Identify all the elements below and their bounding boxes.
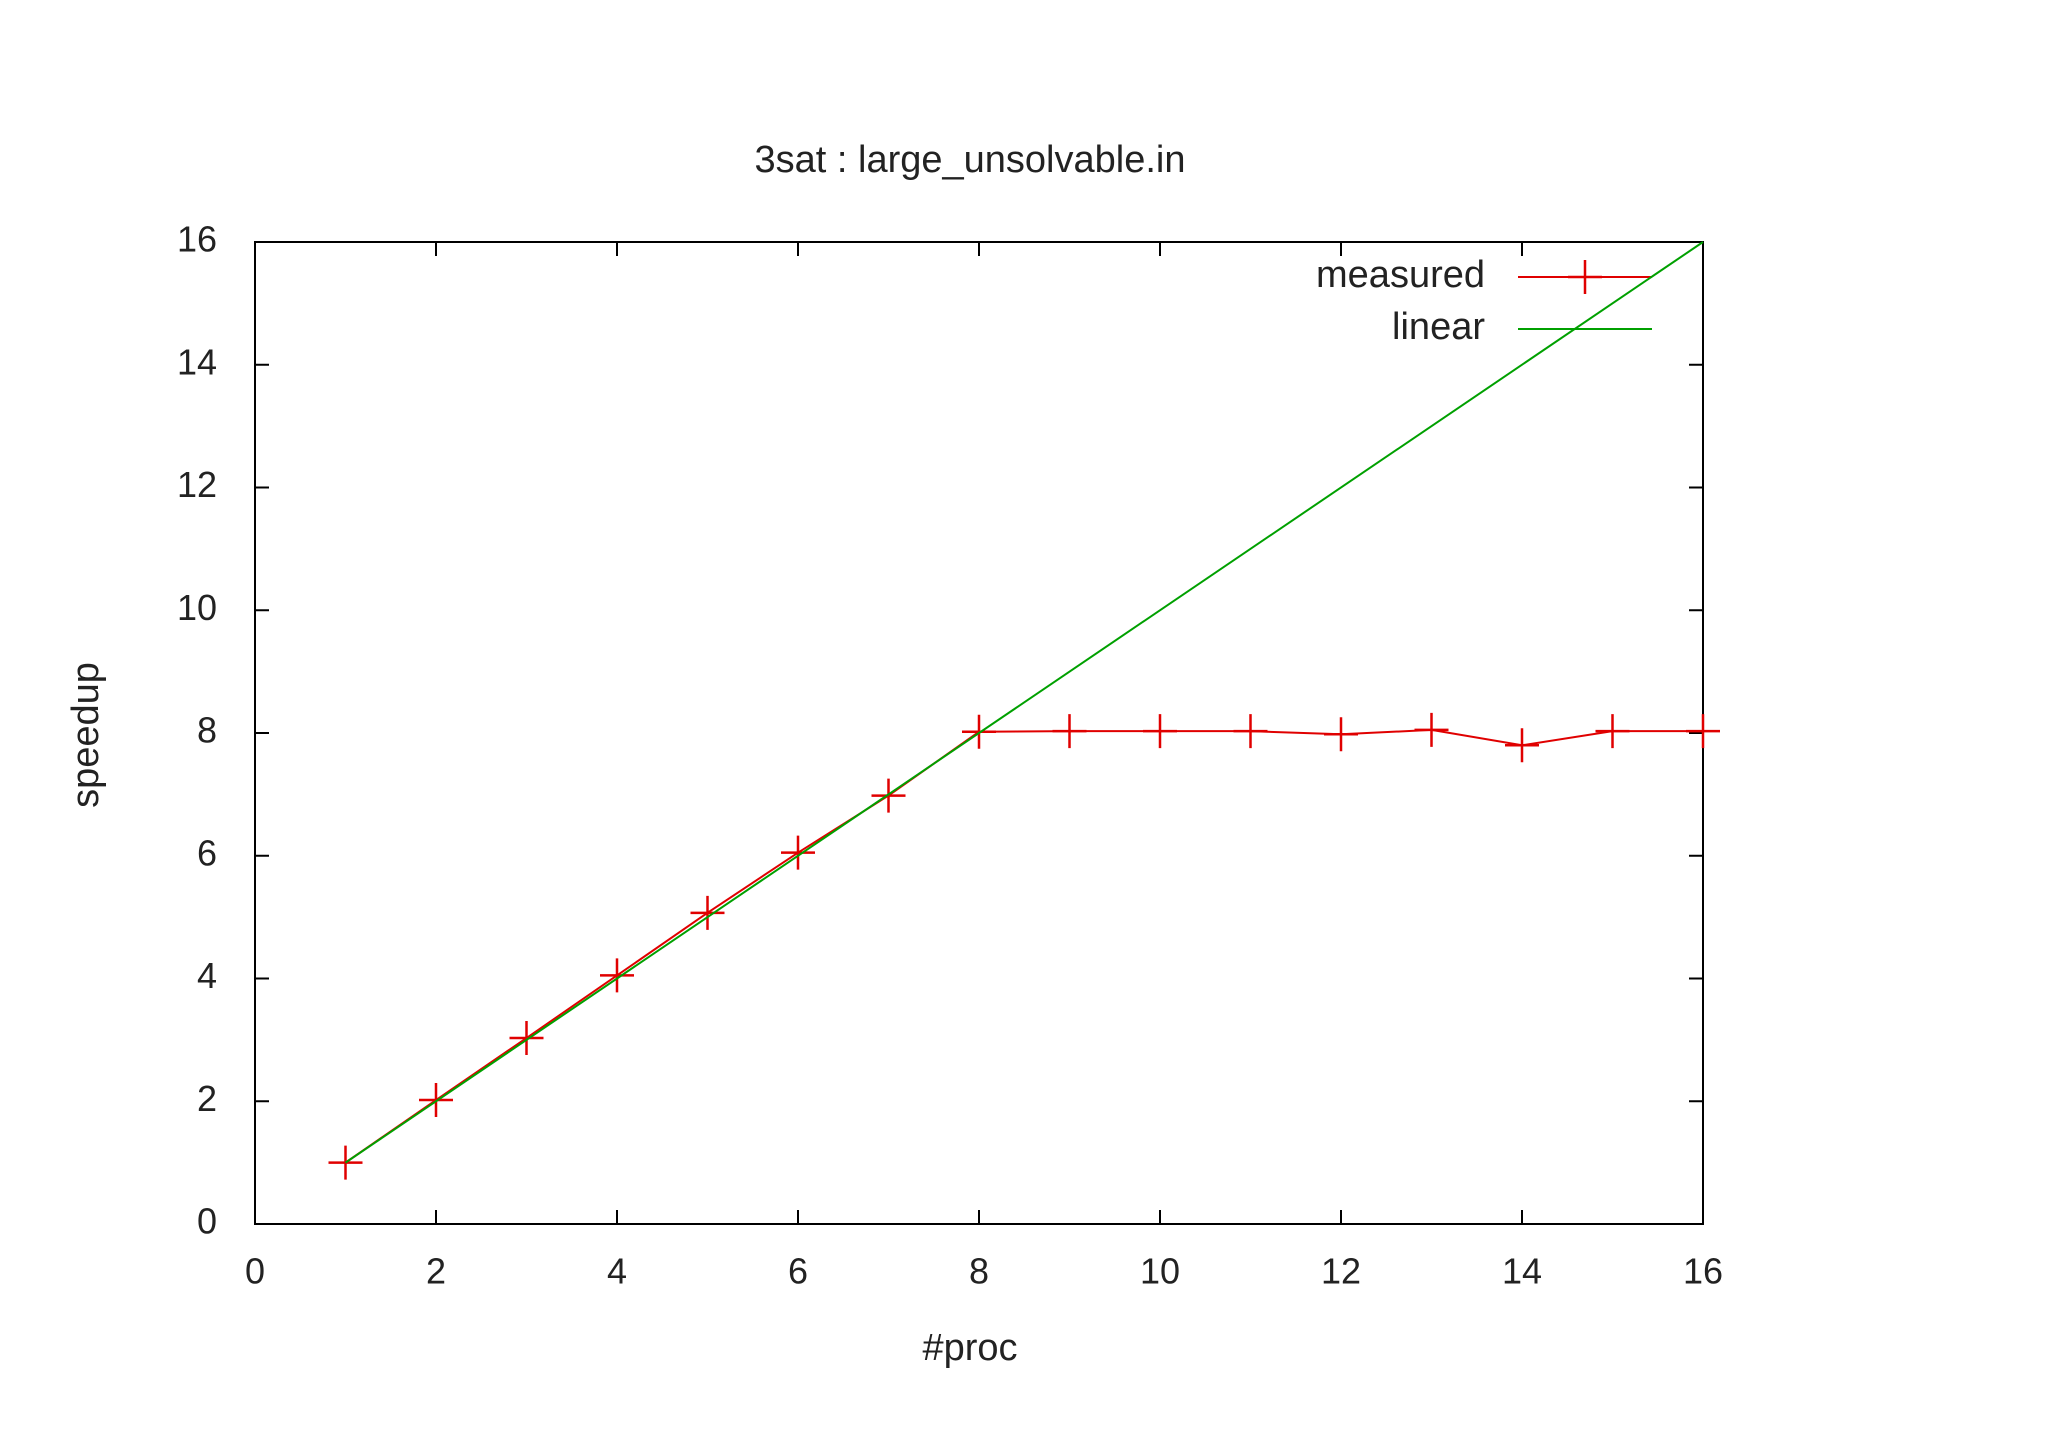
chart-title: 3sat : large_unsolvable.in	[755, 139, 1186, 181]
legend-label: linear	[1392, 306, 1485, 348]
x-tick-label: 10	[1140, 1251, 1180, 1292]
y-tick-label: 6	[197, 832, 217, 873]
data-point	[328, 1145, 363, 1180]
data-point	[419, 1083, 453, 1118]
data-point	[1143, 714, 1177, 749]
y-tick-label: 14	[177, 341, 217, 382]
data-point	[1324, 717, 1358, 752]
x-tick-label: 16	[1683, 1251, 1723, 1292]
y-tick-label: 12	[177, 464, 217, 505]
y-axis-label: speedup	[65, 662, 107, 808]
x-tick-label: 8	[969, 1251, 989, 1292]
data-point	[1505, 728, 1539, 763]
x-tick-label: 14	[1502, 1251, 1542, 1292]
data-point	[1595, 714, 1630, 749]
y-tick-label: 16	[177, 219, 217, 260]
y-tick-label: 0	[197, 1201, 217, 1242]
y-tick-label: 8	[197, 710, 217, 751]
series-line	[344, 241, 1704, 1164]
x-axis-label: #proc	[922, 1327, 1017, 1369]
x-tick-label: 6	[788, 1251, 808, 1292]
data-point	[781, 835, 815, 870]
data-point	[871, 778, 906, 813]
x-tick-label: 4	[607, 1251, 627, 1292]
data-point	[1414, 712, 1449, 747]
legend-label: measured	[1316, 254, 1485, 296]
legend-marker	[1568, 260, 1602, 294]
series-line	[344, 728, 1703, 1164]
data-point	[1233, 714, 1268, 749]
data-point	[509, 1021, 544, 1056]
y-tick-label: 2	[197, 1078, 217, 1119]
data-point	[962, 714, 996, 749]
data-point	[600, 958, 634, 993]
y-tick-label: 4	[197, 955, 217, 996]
data-point	[1686, 714, 1720, 749]
y-tick-label: 10	[177, 587, 217, 628]
x-tick-label: 12	[1321, 1251, 1361, 1292]
x-tick-label: 2	[426, 1251, 446, 1292]
data-point	[690, 895, 725, 930]
x-tick-label: 0	[245, 1251, 265, 1292]
data-point	[1052, 714, 1087, 749]
